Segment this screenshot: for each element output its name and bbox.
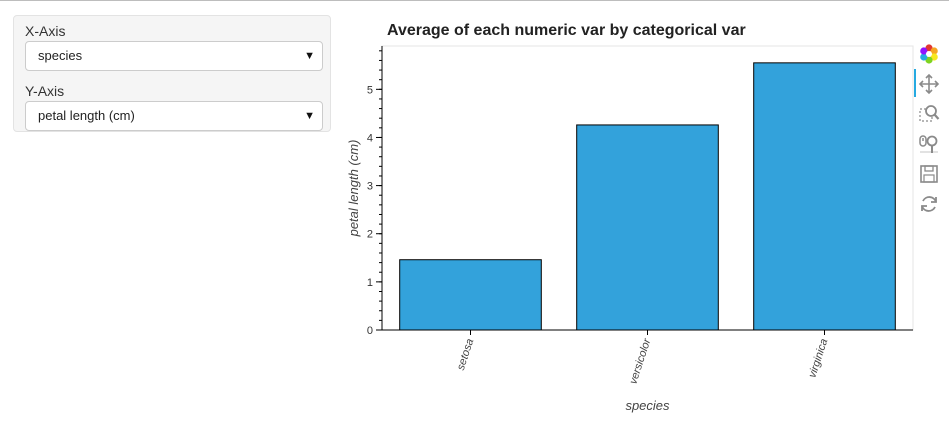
wheel-zoom-icon[interactable] [918,133,940,155]
x-axis-select-value: species [38,48,83,63]
x-axis-select[interactable]: species ▼ [25,41,323,71]
y-axis-title: petal length (cm) [346,140,361,238]
y-tick-label: 0 [367,325,373,337]
y-axis-select[interactable]: petal length (cm) ▼ [25,101,323,131]
save-icon[interactable] [918,163,940,185]
x-axis-label: X-Axis [25,23,66,39]
bokeh-logo-icon[interactable] [918,43,940,65]
bar-versicolor [576,124,719,331]
chart-bars [399,62,896,331]
chevron-down-icon: ▼ [304,50,315,62]
x-axis-title: species [625,398,670,413]
pan-icon[interactable] [918,73,940,95]
y-tick-label: 5 [367,84,373,96]
y-axis-label: Y-Axis [25,83,65,99]
controls-panel: X-Axis species ▼ Y-Axis petal length (cm… [13,15,331,132]
bar-setosa [399,259,542,331]
x-tick-label: versicolor [627,336,653,386]
chart-title: Average of each numeric var by categoric… [387,22,746,39]
x-tick-label: virginica [806,337,830,379]
chart-toolbar [914,41,944,221]
x-tick-label: setosa [455,337,476,372]
y-axis-select-value: petal length (cm) [38,108,135,123]
active-tool-indicator [914,69,916,97]
chevron-down-icon: ▼ [304,110,315,122]
y-tick-label: 3 [367,181,373,193]
reset-icon[interactable] [918,193,940,215]
bar-virginica [753,62,896,331]
y-tick-label: 4 [367,132,373,144]
box-zoom-icon[interactable] [918,103,940,125]
y-tick-label: 2 [367,229,373,241]
y-tick-label: 1 [367,277,373,289]
